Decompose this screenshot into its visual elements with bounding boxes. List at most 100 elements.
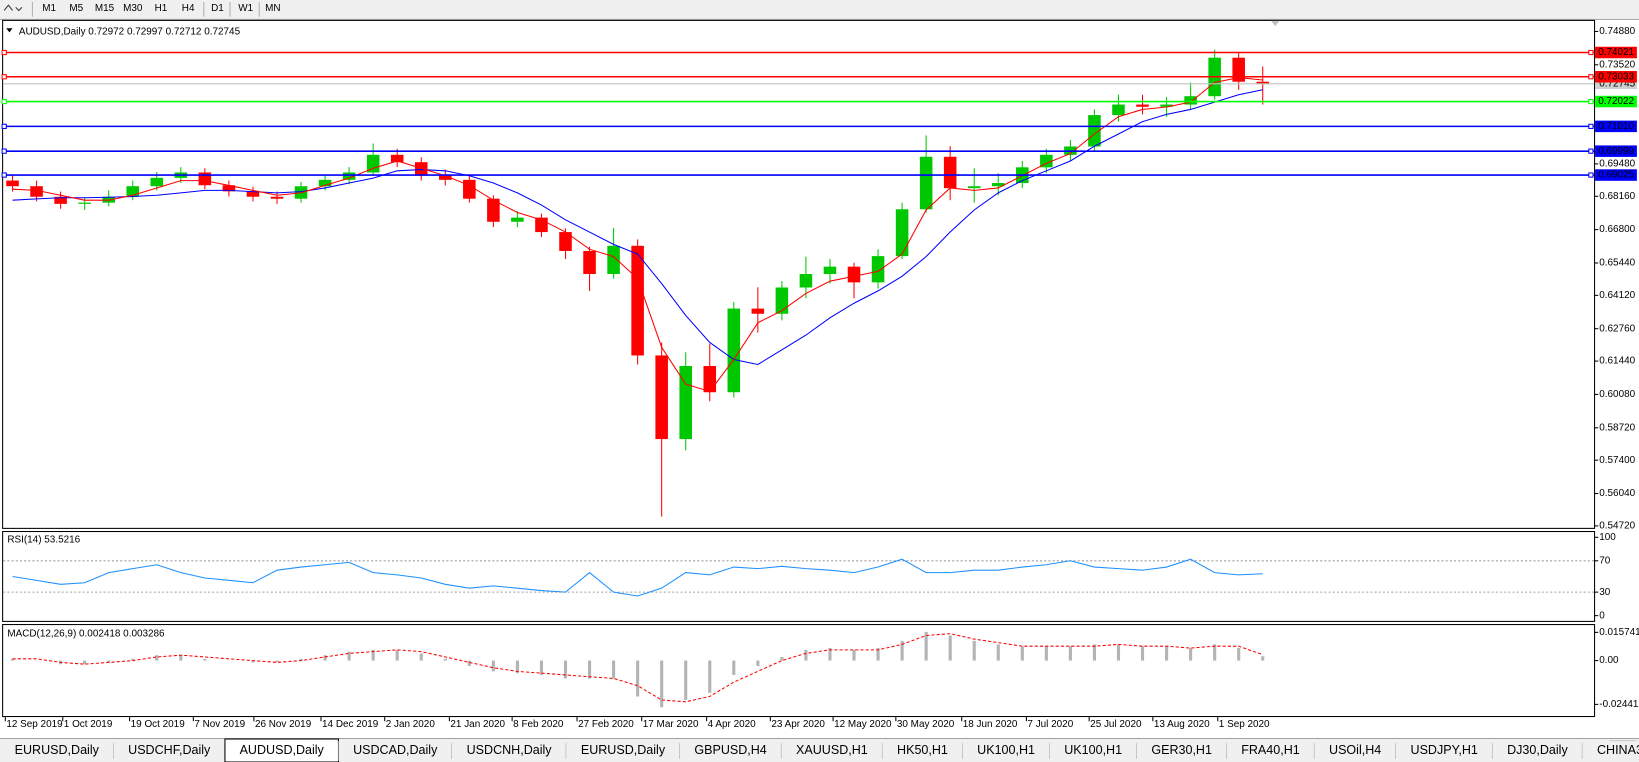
x-tick-label: 23 Apr 2020	[771, 719, 825, 730]
tab[interactable]	[113, 741, 225, 761]
x-tick-label: 21 Jan 2020	[450, 719, 505, 730]
tab-label[interactable]: USDCAD,Daily	[353, 743, 438, 757]
x-tick-label: 27 Feb 2020	[578, 719, 634, 730]
candle-body	[1112, 104, 1125, 116]
y-tick-label: 0.68160	[1599, 191, 1635, 202]
timeframe-button[interactable]: D1	[211, 3, 224, 14]
candle-body	[631, 245, 644, 356]
tab-label[interactable]: CHINA300,H1	[1597, 743, 1639, 757]
tab[interactable]	[0, 741, 114, 761]
tab-label[interactable]: UK100,H1	[977, 743, 1035, 757]
y-tick-label: 0.61440	[1599, 356, 1635, 367]
tab-label[interactable]: GBPUSD,H4	[694, 743, 766, 757]
x-tick-label: 7 Jul 2020	[1027, 719, 1073, 730]
tab-label[interactable]: USDCNH,Daily	[467, 743, 553, 757]
level-handle[interactable]	[1588, 98, 1594, 105]
x-tick-label: 4 Apr 2020	[708, 719, 756, 730]
level-handle[interactable]	[1588, 148, 1594, 154]
level-handle[interactable]	[1588, 49, 1594, 56]
tab-label[interactable]: UK100,H1	[1064, 743, 1122, 757]
tab[interactable]	[882, 741, 963, 761]
timeframe-button[interactable]: W1	[238, 3, 253, 14]
tab-label[interactable]: USDJPY,H1	[1411, 743, 1478, 757]
tab-label[interactable]: XAUUSD,H1	[796, 743, 868, 757]
tab[interactable]	[566, 741, 680, 761]
timeframe-button[interactable]: H4	[182, 3, 195, 14]
tab[interactable]	[1395, 741, 1493, 761]
level-handle[interactable]	[1588, 74, 1594, 80]
tab[interactable]	[1314, 741, 1396, 761]
y-tick-label: 0.74880	[1599, 26, 1635, 37]
y-tick-label: 0.56040	[1599, 488, 1635, 499]
timeframe-button[interactable]: M1	[42, 3, 56, 14]
candle-body	[1088, 115, 1101, 147]
candle-body	[895, 209, 909, 257]
tab[interactable]	[679, 741, 782, 761]
candle-body	[1040, 154, 1053, 168]
tab[interactable]	[1582, 741, 1639, 761]
tab[interactable]	[781, 741, 883, 761]
chart-header: AUDUSD,Daily 0.72972 0.72997 0.72712 0.7…	[19, 26, 241, 37]
y-tick-label: 0.73520	[1599, 59, 1635, 70]
level-marker	[1595, 145, 1637, 157]
level-handle[interactable]	[1588, 123, 1594, 129]
tab-label[interactable]: GER30,H1	[1151, 743, 1212, 757]
tab[interactable]	[962, 741, 1050, 761]
candle-body	[799, 274, 813, 288]
candle-body	[1136, 104, 1149, 107]
rsi-panel	[2, 530, 1596, 622]
level-label: 0.74021	[1598, 47, 1634, 58]
timeframe-button[interactable]: M15	[95, 3, 115, 14]
candle-body	[847, 266, 861, 283]
tab-label[interactable]: USDCHF,Daily	[128, 743, 211, 757]
tab-label[interactable]: HK50,H1	[897, 743, 948, 757]
y-tick-label: 0.64120	[1599, 290, 1635, 301]
level-handle[interactable]	[1, 98, 7, 105]
level-handle[interactable]	[1588, 172, 1594, 178]
level-handle[interactable]	[1, 148, 7, 154]
level-label: 0.69999	[1598, 146, 1634, 157]
menu-arrow[interactable]	[6, 28, 13, 33]
y-tick-label: 100	[1599, 532, 1616, 543]
tab[interactable]	[1226, 741, 1315, 761]
indicator-line	[12, 558, 1263, 597]
x-tick-label: 7 Nov 2019	[194, 719, 245, 730]
candle-body	[511, 217, 524, 222]
level-marker	[1595, 120, 1637, 133]
tab[interactable]	[1492, 741, 1583, 761]
candle-body	[54, 196, 67, 204]
candle-body	[222, 185, 236, 192]
level-marker	[1595, 95, 1637, 108]
signal-line	[12, 633, 1263, 703]
tab[interactable]	[1136, 741, 1227, 761]
tab[interactable]	[451, 741, 567, 761]
timeframe-button[interactable]: H1	[155, 3, 168, 14]
timeframe-button[interactable]: M5	[69, 3, 83, 14]
x-tick-label: 19 Oct 2019	[131, 719, 186, 730]
x-tick-label: 2 Jan 2020	[386, 719, 436, 730]
level-marker	[1595, 71, 1637, 83]
tab-label[interactable]: AUDUSD,Daily	[240, 743, 325, 757]
candle-body	[607, 245, 620, 275]
tab-label[interactable]: FRA40,H1	[1241, 743, 1300, 757]
y-tick-label: 0.60080	[1599, 389, 1635, 400]
level-handle[interactable]	[1, 49, 7, 56]
timeframe-button[interactable]: MN	[265, 3, 280, 14]
candle-body	[270, 196, 284, 199]
toolbar-icon[interactable]	[3, 4, 23, 12]
tab-label[interactable]: DJ30,Daily	[1507, 743, 1568, 757]
candle-body	[78, 202, 91, 204]
candle-body	[919, 156, 933, 210]
level-handle[interactable]	[1, 123, 7, 129]
indicator-value: 0.002418	[79, 628, 121, 639]
tab-label[interactable]: EURUSD,Daily	[15, 743, 100, 757]
macd-panel	[2, 624, 1596, 718]
candle-body	[679, 365, 692, 440]
timeframe-button[interactable]: M30	[123, 3, 143, 14]
tab[interactable]	[338, 741, 452, 761]
tab-label[interactable]: USOil,H4	[1329, 743, 1381, 757]
level-handle[interactable]	[1, 172, 7, 178]
tab-label[interactable]: EURUSD,Daily	[581, 743, 666, 757]
tab[interactable]	[1049, 741, 1137, 761]
level-handle[interactable]	[1, 74, 7, 80]
